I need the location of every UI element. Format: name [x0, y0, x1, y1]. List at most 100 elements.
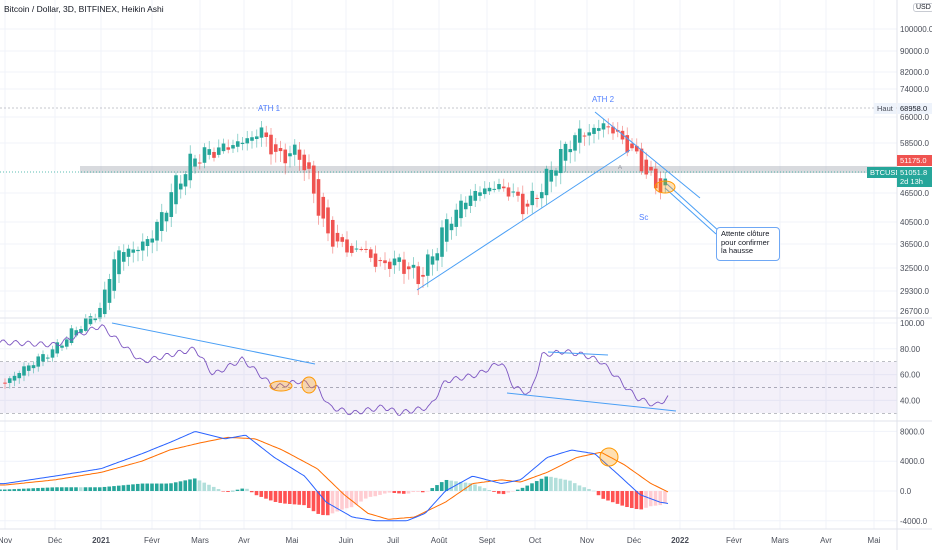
macd-histogram-bar: [240, 488, 245, 491]
candle: [159, 203, 164, 242]
sc-label[interactable]: Sc: [639, 213, 649, 222]
rsi-ellipse-1[interactable]: [269, 380, 293, 392]
candle-body: [283, 149, 288, 164]
candle: [473, 183, 478, 207]
ath1-label[interactable]: ATH 1: [258, 104, 281, 113]
rsi-divergence-line-1[interactable]: [111, 322, 316, 365]
candle-body: [159, 212, 164, 231]
candle-body: [520, 193, 525, 215]
candle-body: [22, 366, 26, 376]
macd-histogram-bar: [587, 488, 591, 491]
candle-body: [259, 127, 264, 138]
macd-histogram-bar: [601, 491, 606, 499]
macd-histogram-bar: [553, 477, 558, 491]
candle-body: [93, 317, 98, 321]
macd-histogram-bar: [520, 487, 525, 491]
time-label: Avr: [238, 536, 250, 545]
candle-body: [482, 188, 487, 195]
macd-histogram-bar: [292, 491, 297, 505]
price-tick: 66000.0: [900, 113, 929, 122]
a-label[interactable]: A: [618, 165, 623, 171]
macd-histogram-bar: [477, 486, 482, 491]
candle-body: [473, 190, 478, 201]
candle-body: [169, 192, 174, 217]
candle: [606, 118, 611, 135]
callout-note[interactable]: Attente clôture pour confirmer la hausse: [716, 227, 780, 261]
macd-histogram-bar: [121, 485, 126, 491]
rsi-divergence-line-2[interactable]: [547, 351, 609, 356]
candle-body: [435, 253, 440, 261]
candle: [349, 243, 354, 257]
candle-body: [554, 170, 558, 176]
candle: [26, 362, 31, 377]
time-label: 2021: [92, 536, 110, 545]
candle-body: [302, 154, 307, 171]
macd-histogram-bar: [458, 481, 463, 491]
macd-histogram-bar: [26, 488, 31, 491]
time-label: Nov: [0, 536, 12, 545]
candle: [373, 245, 378, 273]
macd-histogram-bar: [169, 483, 173, 491]
price-tick: 82000.0: [900, 68, 929, 77]
callout-pointer-2: [664, 187, 717, 235]
candle-body: [326, 207, 330, 234]
macd-histogram-bar: [620, 491, 625, 506]
candle-body: [345, 239, 349, 253]
macd-histogram-bar: [97, 487, 102, 491]
macd-histogram-bar: [64, 487, 69, 491]
candle-body: [364, 248, 368, 250]
macd-histogram-bar: [12, 489, 17, 491]
macd-histogram-bar: [278, 491, 283, 503]
macd-histogram-bar: [259, 491, 264, 497]
highlight-ellipse[interactable]: [654, 180, 676, 194]
candle-body: [316, 179, 321, 216]
macd-histogram-bar: [88, 487, 93, 491]
candle-body: [126, 248, 131, 257]
time-label: Déc: [627, 536, 641, 545]
currency-button[interactable]: USD: [913, 3, 932, 12]
candle: [226, 139, 231, 154]
candle-body: [193, 158, 197, 167]
price-tick: 29300.0: [900, 287, 929, 296]
candle-body: [373, 253, 378, 267]
candle-body: [587, 132, 592, 136]
macd-histogram-bar: [302, 491, 306, 506]
downtrend-line[interactable]: [594, 111, 701, 199]
macd-histogram-bar: [663, 491, 667, 504]
candle: [582, 132, 587, 146]
candle-body: [392, 258, 397, 266]
candle: [112, 251, 117, 299]
candle-body: [387, 261, 392, 269]
candle-body: [625, 135, 630, 153]
ath2-label[interactable]: ATH 2: [592, 95, 615, 104]
rsi-divergence-line-3[interactable]: [506, 392, 677, 412]
macd-histogram-bar: [363, 491, 368, 499]
candle: [311, 160, 316, 204]
macd-histogram-bar: [558, 478, 563, 491]
candle: [563, 141, 568, 172]
drawings[interactable]: [111, 111, 721, 467]
candle: [463, 196, 468, 217]
candle-body: [212, 151, 216, 158]
candle: [482, 181, 487, 199]
time-label: Juin: [339, 536, 354, 545]
candle-body: [88, 316, 93, 325]
macd-histogram-bar: [112, 486, 116, 491]
macd-histogram-bar: [397, 491, 401, 494]
macd-histogram-bar: [197, 480, 202, 491]
candle-body: [292, 144, 297, 155]
uptrend-line[interactable]: [416, 149, 631, 291]
candle: [136, 246, 140, 262]
countdown: 2d 13h: [900, 177, 923, 186]
macd-histogram-bar: [135, 483, 140, 491]
rsi-ellipse-2[interactable]: [301, 376, 317, 394]
macd-histogram-bar: [549, 476, 553, 491]
candle: [378, 257, 383, 267]
macd-histogram-bar: [211, 486, 216, 491]
macd-tick: 8000.0: [900, 427, 925, 436]
candle-body: [183, 174, 188, 187]
macd-histogram-bar: [439, 482, 444, 491]
candle-body: [516, 191, 520, 196]
macd-cross-circle[interactable]: [599, 447, 619, 467]
